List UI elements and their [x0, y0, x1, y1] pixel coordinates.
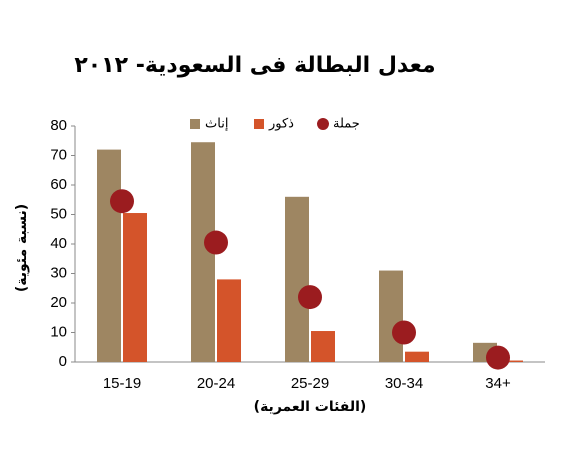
- y-tick-label: 60: [50, 176, 67, 193]
- bar: [123, 213, 147, 362]
- x-tick-label: 30-34: [385, 375, 423, 392]
- x-tick-label: 15-19: [103, 375, 141, 392]
- x-tick-label: 25-29: [291, 375, 329, 392]
- dot: [204, 230, 228, 255]
- dot: [298, 285, 322, 310]
- x-tick-label: 20-24: [197, 375, 235, 392]
- bar: [311, 331, 335, 362]
- bar: [217, 279, 241, 362]
- chart-title: معدل البطالة فى السعودية- ٢٠١٢: [74, 53, 435, 78]
- legend-label: جملة: [333, 117, 360, 132]
- dot: [110, 189, 134, 214]
- legend-marker: [317, 118, 329, 130]
- legend-label: إناث: [205, 117, 228, 132]
- legend-marker: [190, 119, 200, 129]
- bar: [379, 270, 403, 362]
- y-tick-label: 20: [50, 294, 67, 311]
- y-tick-label: 70: [50, 146, 67, 163]
- bar: [499, 360, 523, 362]
- y-tick-label: 50: [50, 205, 67, 222]
- legend-marker: [254, 119, 264, 129]
- bar: [97, 149, 121, 362]
- x-axis-label: (الفئات العمرية): [254, 399, 367, 415]
- y-tick-label: 10: [50, 323, 67, 340]
- y-axis-label: (نسبة مئوية): [14, 204, 30, 292]
- bar: [285, 196, 309, 362]
- dot: [392, 320, 416, 345]
- dot: [486, 345, 510, 370]
- legend-label: ذكور: [268, 117, 294, 132]
- x-tick-label: 34+: [485, 375, 511, 392]
- bar: [405, 351, 429, 362]
- y-tick-label: 0: [59, 353, 67, 370]
- y-tick-label: 30: [50, 264, 67, 281]
- y-tick-label: 80: [50, 117, 67, 134]
- y-tick-label: 40: [50, 235, 67, 252]
